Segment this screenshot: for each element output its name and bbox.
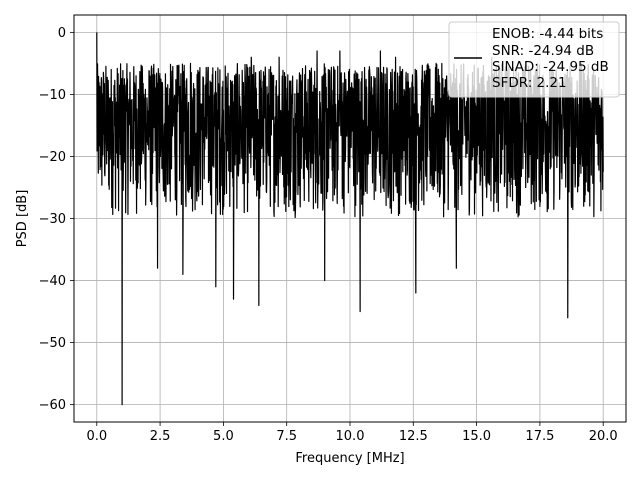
legend: ENOB: -4.44 bits SNR: -24.94 dB SINAD: -… xyxy=(448,21,620,98)
x-tick-label: 2.5 xyxy=(150,429,171,444)
legend-sinad: SINAD: -24.95 dB xyxy=(492,59,609,75)
y-tick-label: −40 xyxy=(39,274,66,289)
x-tick-label: 10.0 xyxy=(336,429,365,444)
y-tick-label: −60 xyxy=(39,398,66,413)
legend-snr: SNR: -24.94 dB xyxy=(492,43,594,59)
x-tick-label: 17.5 xyxy=(525,429,554,444)
y-axis: 0 −10 −20 −30 −40 −50 −60 xyxy=(39,26,74,413)
x-tick-label: 5.0 xyxy=(213,429,234,444)
x-tick-label: 12.5 xyxy=(399,429,428,444)
x-tick-label: 15.0 xyxy=(462,429,491,444)
x-axis-label: Frequency [MHz] xyxy=(295,451,404,466)
y-tick-label: −10 xyxy=(39,88,66,103)
y-tick-label: −20 xyxy=(39,150,66,165)
x-tick-label: 7.5 xyxy=(276,429,297,444)
y-tick-label: −50 xyxy=(39,336,66,351)
x-tick-label: 20.0 xyxy=(589,429,618,444)
legend-enob: ENOB: -4.44 bits xyxy=(492,26,603,42)
psd-trace xyxy=(96,32,604,406)
y-tick-label: 0 xyxy=(58,26,66,41)
legend-box xyxy=(448,21,620,98)
y-axis-label: PSD [dB] xyxy=(15,190,30,248)
y-tick-label: −30 xyxy=(39,212,66,227)
series-layer xyxy=(96,32,604,406)
x-axis: 0.0 2.5 5.0 7.5 10.0 12.5 15.0 17.5 20.0 xyxy=(86,422,618,444)
x-tick-label: 0.0 xyxy=(86,429,107,444)
legend-sfdr: SFDR: 2.21 xyxy=(492,75,567,91)
